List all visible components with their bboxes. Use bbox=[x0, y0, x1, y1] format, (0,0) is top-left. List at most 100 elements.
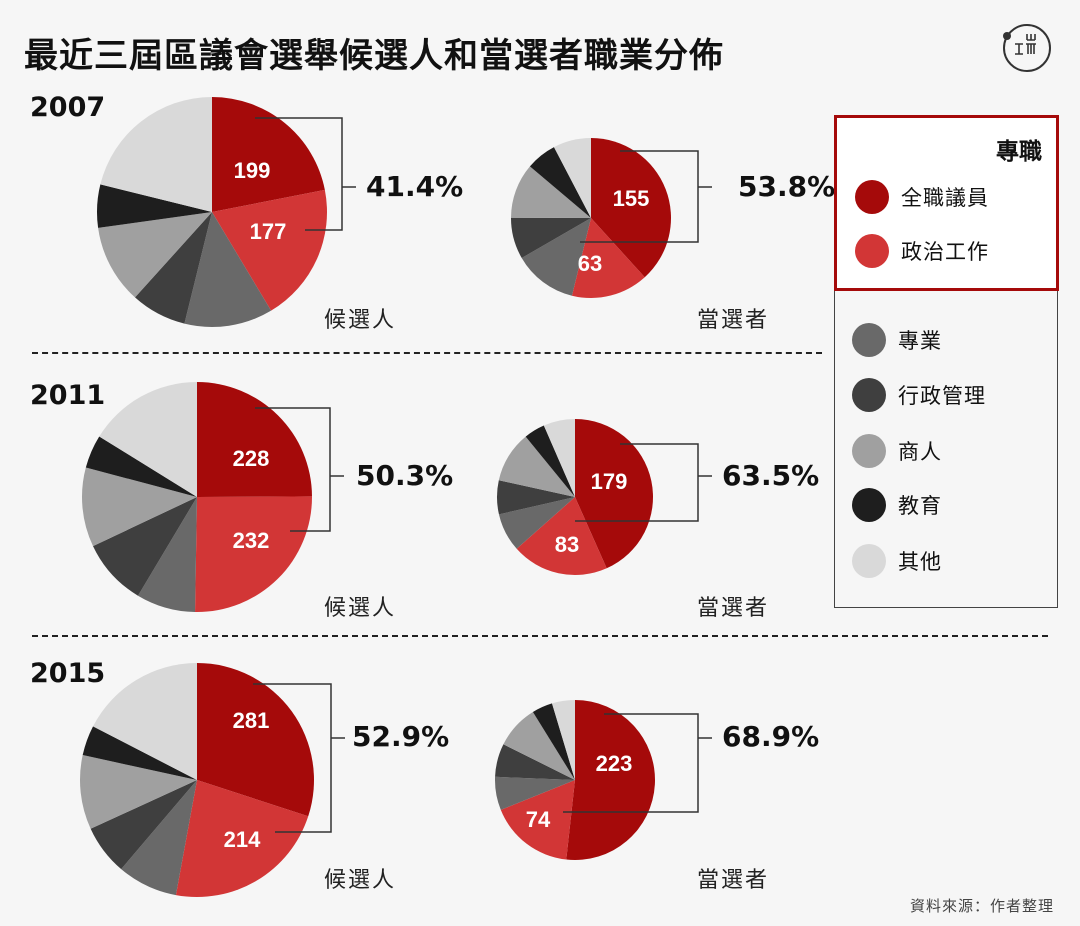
legend-swatch-icon bbox=[855, 234, 889, 268]
slice-value-label: 223 bbox=[596, 751, 633, 776]
pie-slice bbox=[85, 436, 197, 497]
pie-slice bbox=[575, 419, 654, 569]
pie-2015-elected bbox=[495, 700, 655, 860]
pie-slice bbox=[212, 97, 325, 212]
slice-value-labels: 199 177 155 63 228 232 179 83 281 214 223 74 bbox=[224, 158, 650, 852]
slice-value-label: 179 bbox=[591, 469, 628, 494]
year-label-2007: 2007 bbox=[30, 92, 106, 123]
pie-slice bbox=[175, 780, 309, 897]
legend-item-education: 教育 bbox=[852, 488, 942, 522]
section-divider bbox=[32, 635, 1048, 637]
pie-slice bbox=[571, 218, 645, 299]
slice-value-label: 83 bbox=[555, 532, 579, 557]
pie-slice bbox=[135, 212, 212, 324]
pie-slice bbox=[503, 711, 575, 780]
legend-swatch-icon bbox=[852, 434, 886, 468]
caption-elected: 當選者 bbox=[697, 596, 770, 621]
slice-value-label: 199 bbox=[234, 158, 271, 183]
caption-elected: 當選者 bbox=[697, 868, 770, 893]
slice-value-label: 214 bbox=[224, 827, 261, 852]
pct-2015-candidates: 52.9% bbox=[352, 720, 450, 753]
pie-slice bbox=[497, 480, 575, 515]
pie-slice bbox=[532, 703, 575, 780]
pie-slice bbox=[553, 138, 591, 218]
publisher-logo bbox=[1003, 24, 1051, 72]
slice-value-label: 63 bbox=[578, 251, 602, 276]
pie-2011-elected bbox=[497, 419, 654, 575]
legend-group-title: 專職 bbox=[996, 139, 1042, 165]
pie-2011-candidates bbox=[81, 382, 312, 612]
pct-2011-elected: 63.5% bbox=[722, 459, 820, 492]
pie-slice bbox=[184, 212, 272, 328]
pie-slice bbox=[498, 497, 575, 549]
legend-swatch-icon bbox=[855, 180, 889, 214]
pie-slice bbox=[80, 755, 197, 829]
pie-slice bbox=[93, 497, 197, 596]
slice-value-label: 232 bbox=[233, 528, 270, 553]
pie-slice bbox=[82, 726, 197, 780]
pie-slice bbox=[495, 776, 575, 810]
pct-2007-candidates: 41.4% bbox=[366, 170, 464, 203]
pie-slice bbox=[511, 166, 591, 218]
slice-value-label: 74 bbox=[526, 807, 551, 832]
slice-value-label: 155 bbox=[613, 186, 650, 211]
pie-slice bbox=[212, 189, 327, 311]
pie-slice bbox=[566, 700, 655, 860]
pie-slice bbox=[121, 780, 197, 896]
caption-candidates: 候選人 bbox=[324, 308, 397, 333]
pie-slice bbox=[93, 663, 197, 780]
pie-slice bbox=[498, 436, 575, 497]
caption-candidates: 候選人 bbox=[324, 596, 397, 621]
legend-item-fulltime-councillor: 全職議員 bbox=[855, 180, 989, 214]
chart-title: 最近三屆區議會選舉候選人和當選者職業分佈 bbox=[24, 36, 724, 76]
pct-2007-elected: 53.8% bbox=[738, 170, 836, 203]
pie-2015-candidates bbox=[80, 663, 314, 897]
pie-slice bbox=[500, 780, 575, 860]
pct-2011-candidates: 50.3% bbox=[356, 459, 454, 492]
pie-slice bbox=[552, 700, 575, 780]
source-note: 資料來源：作者整理 bbox=[909, 897, 1054, 915]
pie-slice bbox=[90, 780, 197, 870]
pie-slice bbox=[516, 497, 607, 575]
legend-swatch-icon bbox=[852, 323, 886, 357]
legend-item-professional: 專業 bbox=[852, 323, 942, 357]
slice-value-label: 228 bbox=[233, 446, 270, 471]
section-divider bbox=[32, 352, 822, 354]
pie-slice bbox=[100, 97, 212, 212]
pie-slice bbox=[521, 218, 591, 296]
legend-item-other: 其他 bbox=[852, 544, 942, 578]
pie-2007-elected bbox=[511, 138, 672, 299]
pie-slice bbox=[197, 382, 312, 497]
legend-item-management: 行政管理 bbox=[852, 378, 986, 412]
legend-item-business: 商人 bbox=[852, 434, 942, 468]
pct-2015-elected: 68.9% bbox=[722, 720, 820, 753]
pie-slice bbox=[197, 663, 314, 817]
pie-2007-candidates bbox=[97, 97, 327, 328]
pie-slice bbox=[137, 497, 197, 612]
logo-glyph-icon bbox=[1015, 34, 1036, 55]
caption-elected: 當選者 bbox=[697, 308, 770, 333]
pie-slice bbox=[495, 744, 575, 780]
pie-slice bbox=[195, 496, 312, 612]
pie-slice bbox=[529, 147, 591, 218]
legend-swatch-icon bbox=[852, 378, 886, 412]
slice-value-label: 281 bbox=[233, 708, 270, 733]
pie-slice bbox=[99, 382, 197, 497]
legend-swatch-icon bbox=[852, 544, 886, 578]
legend-item-political-work: 政治工作 bbox=[855, 234, 989, 268]
slice-value-label: 177 bbox=[250, 219, 287, 244]
logo-dot-icon bbox=[1003, 32, 1011, 40]
pie-slice bbox=[511, 217, 591, 258]
legend-group-fulltime: 專職 全職議員 政治工作 bbox=[834, 115, 1059, 291]
legend-swatch-icon bbox=[852, 488, 886, 522]
pie-slice bbox=[543, 419, 575, 497]
year-label-2011: 2011 bbox=[30, 380, 106, 411]
pie-slice bbox=[97, 184, 212, 228]
pie-slice bbox=[98, 212, 212, 298]
pie-slice bbox=[81, 467, 197, 547]
pie-slice bbox=[525, 425, 575, 497]
caption-candidates: 候選人 bbox=[324, 868, 397, 893]
year-label-2015: 2015 bbox=[30, 658, 106, 689]
bracket-lines bbox=[253, 117, 712, 833]
